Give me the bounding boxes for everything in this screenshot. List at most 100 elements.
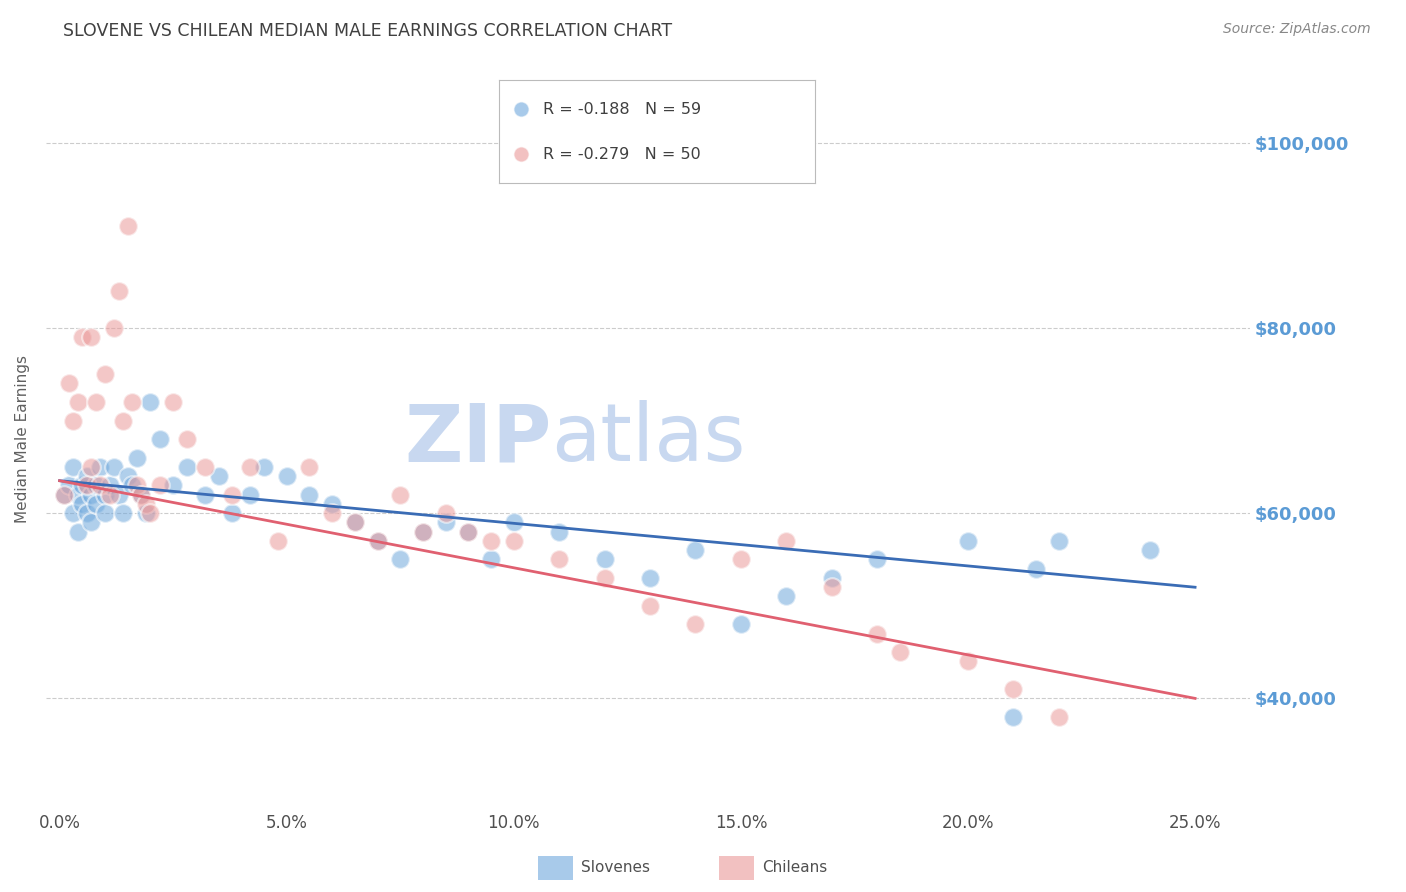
Point <box>367 533 389 548</box>
Text: atlas: atlas <box>551 400 745 478</box>
Point <box>80 516 103 530</box>
Point <box>72 497 94 511</box>
Point <box>638 571 661 585</box>
Point <box>76 506 98 520</box>
Point <box>72 478 94 492</box>
Point <box>103 459 125 474</box>
Point <box>107 487 129 501</box>
Point <box>131 487 153 501</box>
Point <box>239 487 262 501</box>
Point <box>298 487 321 501</box>
Bar <box>537 856 574 880</box>
Point <box>775 533 797 548</box>
Point <box>76 478 98 492</box>
Text: Slovenes: Slovenes <box>581 861 650 875</box>
Point <box>66 524 89 539</box>
Point <box>685 543 707 558</box>
Point <box>176 432 198 446</box>
Point <box>457 524 479 539</box>
Point <box>389 552 412 566</box>
Point <box>162 478 184 492</box>
Point <box>135 506 157 520</box>
Point <box>434 506 457 520</box>
Point <box>89 459 111 474</box>
Text: Source: ZipAtlas.com: Source: ZipAtlas.com <box>1223 22 1371 37</box>
Point <box>62 506 84 520</box>
Point <box>548 524 571 539</box>
Point <box>162 395 184 409</box>
Point <box>117 219 139 233</box>
Point <box>94 367 117 381</box>
Point <box>412 524 434 539</box>
Point <box>121 395 143 409</box>
Point <box>125 450 148 465</box>
Point <box>956 533 979 548</box>
Point <box>638 599 661 613</box>
Point <box>1139 543 1161 558</box>
Point <box>1047 710 1070 724</box>
Point <box>194 459 217 474</box>
Text: SLOVENE VS CHILEAN MEDIAN MALE EARNINGS CORRELATION CHART: SLOVENE VS CHILEAN MEDIAN MALE EARNINGS … <box>63 22 672 40</box>
Text: R = -0.188   N = 59: R = -0.188 N = 59 <box>543 102 702 117</box>
Point <box>107 284 129 298</box>
Point <box>502 533 524 548</box>
Point <box>685 617 707 632</box>
Point <box>139 506 162 520</box>
Point <box>502 516 524 530</box>
Point <box>321 506 343 520</box>
Point <box>76 469 98 483</box>
Point <box>94 506 117 520</box>
Y-axis label: Median Male Earnings: Median Male Earnings <box>15 355 30 523</box>
Point <box>66 487 89 501</box>
Point <box>298 459 321 474</box>
Point <box>866 552 889 566</box>
Point <box>80 487 103 501</box>
Point <box>1002 710 1025 724</box>
Point <box>58 376 80 391</box>
Point <box>1002 682 1025 697</box>
Point <box>479 533 502 548</box>
Point <box>253 459 276 474</box>
Point <box>80 459 103 474</box>
Point <box>53 487 76 501</box>
Point <box>66 395 89 409</box>
Point <box>84 478 107 492</box>
Point <box>775 590 797 604</box>
Point <box>98 487 121 501</box>
Point <box>194 487 217 501</box>
Point <box>730 617 752 632</box>
Point <box>510 147 533 161</box>
Point <box>148 478 170 492</box>
Point <box>889 645 911 659</box>
Point <box>343 516 366 530</box>
Point <box>821 580 844 594</box>
Point <box>176 459 198 474</box>
Point <box>457 524 479 539</box>
Point <box>343 516 366 530</box>
Text: Chileans: Chileans <box>762 861 827 875</box>
Point <box>53 487 76 501</box>
Point <box>62 413 84 427</box>
Point <box>1025 562 1047 576</box>
Point <box>412 524 434 539</box>
Point <box>221 487 243 501</box>
Point <box>207 469 229 483</box>
Point <box>593 571 616 585</box>
Point <box>276 469 298 483</box>
Point <box>94 487 117 501</box>
Point <box>117 469 139 483</box>
Point <box>62 459 84 474</box>
Point <box>131 487 153 501</box>
Point <box>148 432 170 446</box>
Bar <box>718 856 754 880</box>
Point <box>125 478 148 492</box>
Point <box>866 626 889 640</box>
Point <box>548 552 571 566</box>
Point <box>72 330 94 344</box>
Point <box>112 506 135 520</box>
Point <box>139 395 162 409</box>
Point <box>593 552 616 566</box>
Point <box>84 395 107 409</box>
Point <box>135 497 157 511</box>
Point <box>321 497 343 511</box>
